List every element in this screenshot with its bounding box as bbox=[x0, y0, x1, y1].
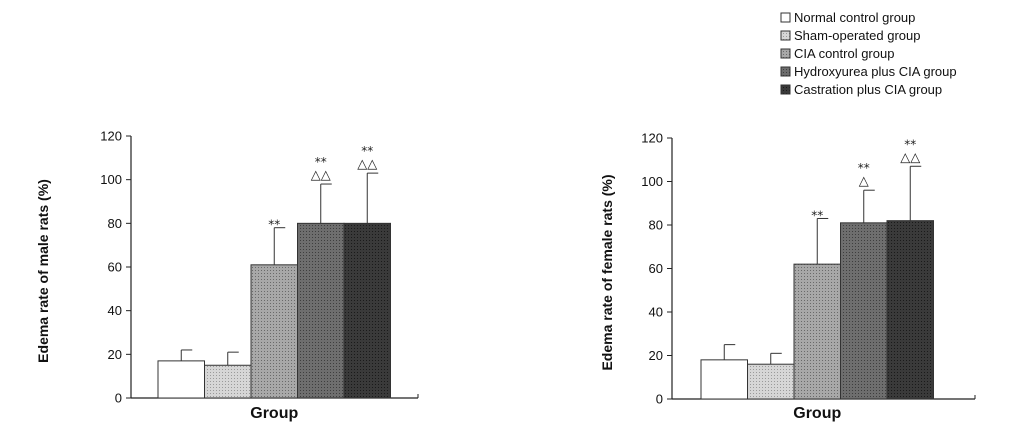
chart-female: 0 20 40 60 80 100 120 Edema rate of female rats… bbox=[599, 131, 976, 422]
y-tick-label: 60 bbox=[108, 260, 122, 275]
x-axis-title: Group bbox=[250, 405, 298, 422]
y-tick-label: 40 bbox=[649, 305, 663, 320]
legend-entry: Hydroxyurea plus CIA group bbox=[794, 64, 957, 79]
chart-male: 0 20 40 60 80 100 120 Edema rate of male rats (… bbox=[35, 129, 419, 422]
bar bbox=[157, 360, 205, 399]
y-tick-label: 100 bbox=[641, 174, 663, 189]
bar bbox=[250, 264, 298, 399]
y-tick-label: 80 bbox=[649, 218, 663, 233]
significance-triangle: △△ bbox=[311, 168, 331, 183]
y-tick-label: 120 bbox=[641, 131, 663, 146]
y-tick-label: 60 bbox=[649, 261, 663, 276]
legend: Normal control group Sham-operated group C… bbox=[780, 10, 957, 97]
y-tick-label: 100 bbox=[100, 172, 122, 187]
significance-stars: ** bbox=[361, 144, 373, 158]
significance-stars: ** bbox=[811, 208, 823, 222]
bar bbox=[343, 222, 391, 399]
y-axis-title: Edema rate of female rats (%) bbox=[599, 174, 615, 370]
bar bbox=[840, 222, 888, 400]
y-tick-label: 80 bbox=[108, 216, 122, 231]
legend-entry: Castration plus CIA group bbox=[794, 82, 942, 97]
legend-entry: Sham-operated group bbox=[794, 28, 920, 43]
significance-triangle: △△ bbox=[900, 150, 920, 165]
significance-stars: ** bbox=[268, 218, 280, 232]
bar bbox=[886, 220, 934, 400]
significance-stars: ** bbox=[315, 155, 327, 169]
y-tick-label: 0 bbox=[656, 392, 663, 407]
legend-swatch bbox=[780, 12, 791, 23]
y-tick-label: 0 bbox=[115, 391, 122, 406]
bar bbox=[297, 222, 345, 399]
significance-stars: ** bbox=[904, 137, 916, 151]
y-tick-label: 20 bbox=[108, 347, 122, 362]
legend-swatch bbox=[780, 84, 791, 95]
bar bbox=[793, 263, 841, 400]
y-tick-label: 40 bbox=[108, 303, 122, 318]
legend-swatch bbox=[780, 30, 791, 41]
y-tick-label: 120 bbox=[100, 129, 122, 144]
y-tick-label: 20 bbox=[649, 348, 663, 363]
legend-swatch bbox=[780, 66, 791, 77]
bar bbox=[700, 359, 748, 400]
legend-entry: Normal control group bbox=[794, 10, 915, 25]
significance-stars: ** bbox=[858, 161, 870, 175]
significance-triangle: △ bbox=[859, 174, 869, 189]
y-axis-title: Edema rate of male rats (%) bbox=[35, 179, 51, 363]
legend-entry: CIA control group bbox=[794, 46, 894, 61]
x-axis-title: Group bbox=[793, 405, 841, 422]
bar bbox=[204, 364, 252, 399]
significance-triangle: △△ bbox=[357, 157, 377, 172]
legend-swatch bbox=[780, 48, 791, 59]
bar bbox=[747, 363, 795, 400]
